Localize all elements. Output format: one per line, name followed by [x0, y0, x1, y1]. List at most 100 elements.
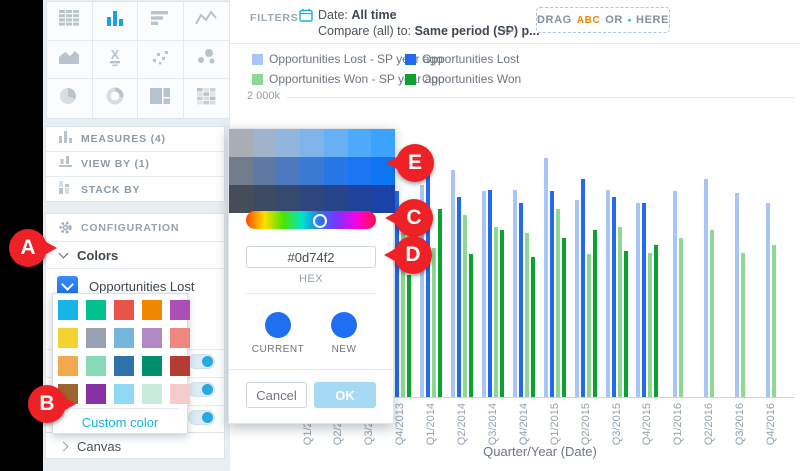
bar[interactable]: [395, 191, 399, 397]
config-section-canvas[interactable]: Canvas: [45, 432, 225, 459]
custom-color-link[interactable]: Custom color: [81, 415, 159, 430]
config-toggle-3[interactable]: [188, 410, 215, 425]
date-filter[interactable]: Date: All time Compare (all) to: Same pe…: [318, 7, 540, 39]
bar[interactable]: [420, 185, 424, 397]
bar[interactable]: [457, 197, 461, 397]
bar[interactable]: [556, 209, 560, 397]
legend-item[interactable]: Opportunities Lost: [405, 52, 519, 66]
bar[interactable]: [606, 190, 610, 397]
shade-cell-2[interactable]: [252, 129, 277, 157]
bar[interactable]: [704, 179, 708, 397]
viz-type-scatter-plot[interactable]: [138, 40, 184, 80]
bar[interactable]: [401, 233, 405, 397]
palette-swatch-12[interactable]: [86, 356, 106, 376]
viz-type-column-chart[interactable]: [92, 2, 138, 41]
shade-cell-9[interactable]: [252, 157, 277, 185]
shade-cell-3[interactable]: [276, 129, 301, 157]
bar[interactable]: [438, 209, 442, 397]
bar[interactable]: [710, 230, 714, 397]
bar[interactable]: [612, 197, 616, 397]
viz-type-area-chart[interactable]: [47, 40, 93, 80]
shade-cell-17[interactable]: [276, 185, 301, 213]
bar[interactable]: [531, 257, 535, 397]
hue-slider-handle[interactable]: [312, 214, 327, 228]
bar[interactable]: [679, 238, 683, 397]
viz-type-table-chart[interactable]: [47, 2, 93, 41]
bar[interactable]: [575, 200, 579, 397]
bucket-view-by[interactable]: VIEW BY (1): [46, 152, 224, 177]
bar[interactable]: [544, 158, 548, 397]
legend-item[interactable]: Opportunities Won: [405, 72, 521, 86]
bar[interactable]: [500, 230, 504, 397]
shade-cell-10[interactable]: [276, 157, 301, 185]
bar[interactable]: [741, 253, 745, 397]
shade-cell-21[interactable]: [371, 185, 395, 213]
bar[interactable]: [482, 191, 486, 397]
palette-swatch-19[interactable]: [142, 384, 162, 404]
palette-swatch-7[interactable]: [86, 328, 106, 348]
shade-cell-4[interactable]: [300, 129, 324, 157]
cancel-button[interactable]: Cancel: [246, 382, 307, 408]
palette-swatch-2[interactable]: [86, 300, 106, 320]
measure-dropdown-chip[interactable]: [57, 275, 78, 297]
bar[interactable]: [513, 190, 517, 397]
palette-swatch-14[interactable]: [142, 356, 162, 376]
bar[interactable]: [636, 203, 640, 397]
viz-type-line-chart[interactable]: [183, 2, 229, 41]
shade-cell-12[interactable]: [323, 157, 348, 185]
bar[interactable]: [463, 215, 467, 397]
shade-cell-7[interactable]: [371, 129, 395, 157]
viz-type-headline[interactable]: X: [92, 40, 138, 80]
palette-swatch-13[interactable]: [114, 356, 134, 376]
bar[interactable]: [766, 203, 770, 397]
config-toggle-2[interactable]: [188, 382, 215, 397]
hex-input[interactable]: [246, 246, 376, 268]
bar[interactable]: [494, 227, 498, 397]
bar[interactable]: [581, 179, 585, 397]
palette-swatch-5[interactable]: [170, 300, 190, 320]
palette-swatch-1[interactable]: [58, 300, 78, 320]
bar[interactable]: [407, 275, 411, 397]
bar[interactable]: [624, 251, 628, 397]
palette-swatch-6[interactable]: [58, 328, 78, 348]
bar[interactable]: [735, 193, 739, 397]
legend-item[interactable]: Opportunities Won - SP year ago: [252, 72, 445, 86]
shade-cell-6[interactable]: [347, 129, 372, 157]
bar[interactable]: [654, 245, 658, 397]
palette-swatch-10[interactable]: [170, 328, 190, 348]
shade-cell-20[interactable]: [347, 185, 372, 213]
bucket-measures[interactable]: MEASURES (4): [46, 127, 224, 152]
legend-item[interactable]: Opportunities Lost - SP year ago: [252, 52, 443, 66]
bar[interactable]: [587, 254, 591, 397]
bucket-stack-by[interactable]: STACK BY: [46, 177, 224, 202]
bar[interactable]: [426, 173, 430, 397]
bar[interactable]: [432, 248, 436, 397]
measure-color-selector[interactable]: Opportunities Lost: [46, 269, 224, 303]
shade-cell-15[interactable]: [229, 185, 253, 213]
bar[interactable]: [469, 254, 473, 397]
palette-swatch-9[interactable]: [142, 328, 162, 348]
config-toggle-1[interactable]: [188, 354, 215, 369]
bar[interactable]: [525, 233, 529, 397]
shade-cell-13[interactable]: [347, 157, 372, 185]
bar[interactable]: [673, 191, 677, 397]
shade-cell-19[interactable]: [323, 185, 348, 213]
bar[interactable]: [550, 191, 554, 397]
palette-swatch-18[interactable]: [114, 384, 134, 404]
shade-cell-16[interactable]: [252, 185, 277, 213]
shade-cell-11[interactable]: [300, 157, 324, 185]
bar[interactable]: [488, 190, 492, 397]
bar[interactable]: [519, 203, 523, 397]
bar[interactable]: [772, 245, 776, 397]
ok-button[interactable]: OK: [314, 382, 376, 408]
palette-swatch-15[interactable]: [170, 356, 190, 376]
palette-swatch-8[interactable]: [114, 328, 134, 348]
palette-swatch-20[interactable]: [170, 384, 190, 404]
palette-swatch-17[interactable]: [86, 384, 106, 404]
attribute-drop-zone[interactable]: DRAG ABC OR HERE: [536, 7, 670, 33]
bar[interactable]: [451, 170, 455, 397]
bar[interactable]: [593, 230, 597, 397]
viz-type-bubble-chart[interactable]: [183, 41, 229, 80]
viz-type-pie-chart[interactable]: [47, 79, 93, 118]
shade-cell-18[interactable]: [300, 185, 324, 213]
